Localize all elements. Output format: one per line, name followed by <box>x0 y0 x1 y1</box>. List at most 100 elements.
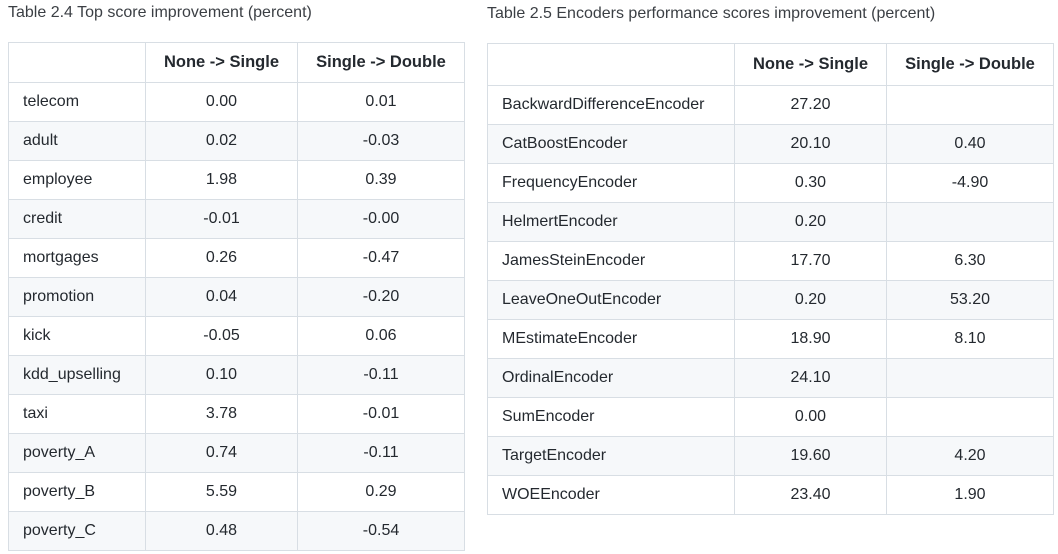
dataset-name-cell: taxi <box>8 394 146 434</box>
table-row: JamesSteinEncoder 17.70 6.30 <box>487 241 1054 281</box>
cell-single-to-double: 6.30 <box>886 241 1054 281</box>
cell-single-to-double: 0.01 <box>297 82 465 122</box>
encoder-name-cell: FrequencyEncoder <box>487 163 735 203</box>
cell-none-to-single: 3.78 <box>145 394 298 434</box>
cell-single-to-double: -0.47 <box>297 238 465 278</box>
dataset-name-cell: poverty_B <box>8 472 146 512</box>
table-row: kdd_upselling 0.10 -0.11 <box>8 355 465 395</box>
cell-none-to-single: 17.70 <box>734 241 887 281</box>
cell-single-to-double: 0.06 <box>297 316 465 356</box>
encoder-name-cell: OrdinalEncoder <box>487 358 735 398</box>
dataset-name-cell: mortgages <box>8 238 146 278</box>
encoder-name-cell: MEstimateEncoder <box>487 319 735 359</box>
cell-single-to-double: 8.10 <box>886 319 1054 359</box>
dataset-name-cell: telecom <box>8 82 146 122</box>
encoder-name-cell: TargetEncoder <box>487 436 735 476</box>
cell-single-to-double: -0.03 <box>297 121 465 161</box>
cell-none-to-single: 24.10 <box>734 358 887 398</box>
cell-none-to-single: 0.26 <box>145 238 298 278</box>
header-none-to-single: None -> Single <box>734 43 887 86</box>
table-row: credit -0.01 -0.00 <box>8 199 465 239</box>
table-row: adult 0.02 -0.03 <box>8 121 465 161</box>
cell-single-to-double: -0.54 <box>297 511 465 551</box>
cell-none-to-single: 1.98 <box>145 160 298 200</box>
header-single-to-double: Single -> Double <box>886 43 1054 86</box>
table-row: OrdinalEncoder 24.10 <box>487 358 1054 398</box>
encoder-name-cell: HelmertEncoder <box>487 202 735 242</box>
cell-single-to-double: 0.40 <box>886 124 1054 164</box>
cell-single-to-double <box>886 85 1054 125</box>
encoder-name-cell: JamesSteinEncoder <box>487 241 735 281</box>
dataset-name-cell: poverty_C <box>8 511 146 551</box>
cell-single-to-double: -0.00 <box>297 199 465 239</box>
dataset-name-cell: credit <box>8 199 146 239</box>
cell-single-to-double: 0.29 <box>297 472 465 512</box>
dataset-name-cell: kick <box>8 316 146 356</box>
cell-none-to-single: 18.90 <box>734 319 887 359</box>
encoder-name-cell: WOEEncoder <box>487 475 735 515</box>
cell-none-to-single: -0.01 <box>145 199 298 239</box>
table-row: employee 1.98 0.39 <box>8 160 465 200</box>
table-row: SumEncoder 0.00 <box>487 397 1054 437</box>
header-none-to-single: None -> Single <box>145 42 298 83</box>
cell-single-to-double <box>886 358 1054 398</box>
cell-single-to-double: 4.20 <box>886 436 1054 476</box>
cell-none-to-single: 0.20 <box>734 202 887 242</box>
header-dataset <box>8 42 146 83</box>
table-row: WOEEncoder 23.40 1.90 <box>487 475 1054 515</box>
encoder-name-cell: CatBoostEncoder <box>487 124 735 164</box>
cell-none-to-single: 0.30 <box>734 163 887 203</box>
table-row: poverty_B 5.59 0.29 <box>8 472 465 512</box>
cell-none-to-single: 20.10 <box>734 124 887 164</box>
cell-single-to-double: 0.39 <box>297 160 465 200</box>
encoders-improvement-table: None -> Single Single -> Double Backward… <box>487 43 1054 515</box>
dataset-name-cell: poverty_A <box>8 433 146 473</box>
cell-single-to-double: 53.20 <box>886 280 1054 320</box>
table-row: promotion 0.04 -0.20 <box>8 277 465 317</box>
cell-single-to-double <box>886 202 1054 242</box>
cell-single-to-double: -0.01 <box>297 394 465 434</box>
table-row: HelmertEncoder 0.20 <box>487 202 1054 242</box>
table-row: BackwardDifferenceEncoder 27.20 <box>487 85 1054 125</box>
table-row: TargetEncoder 19.60 4.20 <box>487 436 1054 476</box>
dataset-name-cell: employee <box>8 160 146 200</box>
cell-single-to-double: -0.11 <box>297 355 465 395</box>
table-2-4-caption: Table 2.4 Top score improvement (percent… <box>8 4 312 21</box>
cell-none-to-single: 27.20 <box>734 85 887 125</box>
cell-none-to-single: 0.00 <box>145 82 298 122</box>
dataset-name-cell: promotion <box>8 277 146 317</box>
cell-none-to-single: 0.02 <box>145 121 298 161</box>
table-header-row: None -> Single Single -> Double <box>487 43 1054 86</box>
dataset-name-cell: kdd_upselling <box>8 355 146 395</box>
table-row: CatBoostEncoder 20.10 0.40 <box>487 124 1054 164</box>
cell-none-to-single: 19.60 <box>734 436 887 476</box>
encoder-name-cell: SumEncoder <box>487 397 735 437</box>
cell-none-to-single: 0.00 <box>734 397 887 437</box>
cell-single-to-double: -0.20 <box>297 277 465 317</box>
cell-single-to-double <box>886 397 1054 437</box>
cell-none-to-single: 23.40 <box>734 475 887 515</box>
dataset-name-cell: adult <box>8 121 146 161</box>
table-row: LeaveOneOutEncoder 0.20 53.20 <box>487 280 1054 320</box>
cell-none-to-single: -0.05 <box>145 316 298 356</box>
cell-none-to-single: 0.74 <box>145 433 298 473</box>
table-row: MEstimateEncoder 18.90 8.10 <box>487 319 1054 359</box>
table-row: mortgages 0.26 -0.47 <box>8 238 465 278</box>
top-score-improvement-table: None -> Single Single -> Double telecom 0… <box>8 42 465 551</box>
table-row: FrequencyEncoder 0.30 -4.90 <box>487 163 1054 203</box>
table-row: telecom 0.00 0.01 <box>8 82 465 122</box>
encoder-name-cell: LeaveOneOutEncoder <box>487 280 735 320</box>
table-row: kick -0.05 0.06 <box>8 316 465 356</box>
cell-none-to-single: 5.59 <box>145 472 298 512</box>
table-row: poverty_C 0.48 -0.54 <box>8 511 465 551</box>
cell-none-to-single: 0.20 <box>734 280 887 320</box>
cell-single-to-double: 1.90 <box>886 475 1054 515</box>
header-encoder <box>487 43 735 86</box>
cell-none-to-single: 0.04 <box>145 277 298 317</box>
cell-none-to-single: 0.48 <box>145 511 298 551</box>
table-row: poverty_A 0.74 -0.11 <box>8 433 465 473</box>
table-2-5-caption: Table 2.5 Encoders performance scores im… <box>487 5 936 22</box>
cell-none-to-single: 0.10 <box>145 355 298 395</box>
header-single-to-double: Single -> Double <box>297 42 465 83</box>
encoder-name-cell: BackwardDifferenceEncoder <box>487 85 735 125</box>
